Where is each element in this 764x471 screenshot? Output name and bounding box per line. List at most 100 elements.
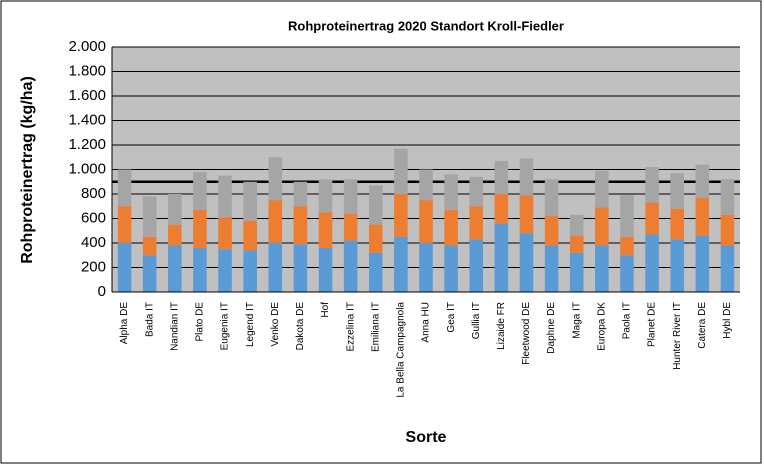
- bar-segment: [117, 206, 132, 243]
- bar-segment: [218, 175, 232, 218]
- x-tick-label: Emiliana IT: [370, 302, 381, 352]
- bar-segment: [193, 171, 207, 210]
- bar-segment: [268, 243, 283, 292]
- bar-segment: [243, 181, 257, 221]
- bar-segment: [444, 174, 458, 210]
- bar-segment: [444, 209, 458, 246]
- bar-segment: [720, 214, 735, 246]
- bar-segment: [544, 245, 559, 292]
- bar-segment: [620, 195, 634, 237]
- x-tick-label: Lizaide FR: [496, 302, 507, 350]
- x-tick-label: Dakota DE: [295, 302, 306, 351]
- x-tick-label: Hybl DE: [722, 302, 733, 339]
- bar-segment: [544, 216, 559, 246]
- bar-segment: [142, 196, 157, 237]
- bar-segment: [343, 179, 358, 214]
- y-tick-label: 200: [81, 258, 106, 275]
- y-tick-label: 1.200: [68, 136, 106, 153]
- bar-segment: [519, 158, 534, 196]
- x-tick-label: Paola IT: [622, 302, 633, 339]
- bar-segment: [343, 213, 358, 241]
- x-tick-label: Gullia IT: [471, 302, 482, 339]
- bar-segment: [268, 157, 283, 201]
- bar-segment: [494, 194, 509, 224]
- bar-segment: [620, 236, 634, 256]
- y-tick-label: 600: [81, 209, 106, 226]
- bar-segment: [117, 169, 132, 207]
- bar-segment: [394, 148, 408, 194]
- x-tick-label: Nandian IT: [169, 302, 180, 351]
- bar-segment: [645, 167, 659, 203]
- x-tick-label: Anna HU: [421, 302, 432, 343]
- bar-segment: [394, 194, 408, 237]
- bar-segment: [168, 224, 182, 246]
- bar-segment: [645, 202, 659, 235]
- y-tick-label: 0: [98, 283, 106, 300]
- x-tick-label: Fleetwood DE: [521, 302, 532, 365]
- bar-segment: [318, 247, 333, 292]
- bar-segment: [720, 179, 735, 215]
- bar-segment: [117, 243, 132, 292]
- bar-segment: [293, 244, 308, 292]
- bar-segment: [218, 217, 232, 250]
- chart-title: Rohproteinertrag 2020 Standort Kroll-Fie…: [288, 18, 564, 33]
- bar-segment: [444, 245, 458, 292]
- x-tick-label: Europa DK: [596, 302, 607, 351]
- bar-segment: [218, 249, 232, 292]
- bar-segment: [469, 206, 484, 240]
- y-tick-label: 2.000: [68, 38, 106, 55]
- bar-segment: [620, 255, 634, 292]
- bar-segment: [720, 245, 735, 292]
- x-tick-label: Ezzelina IT: [345, 302, 356, 351]
- bar-segment: [318, 212, 333, 248]
- bar-segment: [343, 240, 358, 292]
- x-tick-label: Eugenia IT: [220, 302, 231, 350]
- bar-segment: [569, 235, 584, 253]
- bar-segment: [469, 239, 484, 292]
- bar-segment: [494, 160, 509, 194]
- y-axis-label: Rohproteinertrag (kg/ha): [19, 76, 36, 264]
- bar-segment: [368, 185, 383, 225]
- bar-segment: [695, 235, 710, 292]
- y-tick-label: 1.000: [68, 160, 106, 177]
- bar-segment: [193, 209, 207, 248]
- bar-segment: [318, 179, 333, 213]
- bar-segment: [193, 247, 207, 292]
- bar-segment: [243, 220, 257, 251]
- bar-segment: [695, 197, 710, 236]
- bar-segment: [569, 252, 584, 292]
- bar-segment: [469, 176, 484, 207]
- bar-segment: [595, 170, 609, 208]
- x-tick-label: Legend IT: [245, 302, 256, 347]
- bar-segment: [368, 224, 383, 253]
- bar-segment: [419, 200, 433, 243]
- x-tick-label: Gea IT: [446, 302, 457, 333]
- bar-segment: [243, 250, 257, 292]
- bar-segment: [394, 236, 408, 292]
- y-tick-label: 1.400: [68, 111, 106, 128]
- x-tick-label: Catera DE: [697, 302, 708, 349]
- bar-segment: [494, 223, 509, 292]
- x-tick-label: Maga IT: [571, 302, 582, 339]
- bar-segment: [544, 179, 559, 217]
- x-tick-label: Bada IT: [144, 302, 155, 337]
- y-tick-label: 1.800: [68, 62, 106, 79]
- bar-segment: [142, 236, 157, 256]
- x-tick-label: La Bella Campagnola: [396, 302, 407, 398]
- x-tick-label: Planet DE: [647, 302, 658, 347]
- bar-segment: [569, 214, 584, 236]
- bar-segment: [293, 181, 308, 207]
- bar-segment: [519, 233, 534, 292]
- bar-segment: [293, 206, 308, 245]
- x-axis-label: Sorte: [406, 429, 447, 446]
- bar-segment: [519, 195, 534, 234]
- y-tick-label: 800: [81, 185, 106, 202]
- bar-segment: [368, 252, 383, 292]
- bar-segment: [268, 200, 283, 243]
- bar-segment: [670, 173, 684, 209]
- bar-segment: [168, 245, 182, 292]
- x-tick-label: Alpha DE: [119, 302, 130, 345]
- bar-segment: [168, 194, 182, 225]
- x-tick-label: Hof: [320, 302, 331, 318]
